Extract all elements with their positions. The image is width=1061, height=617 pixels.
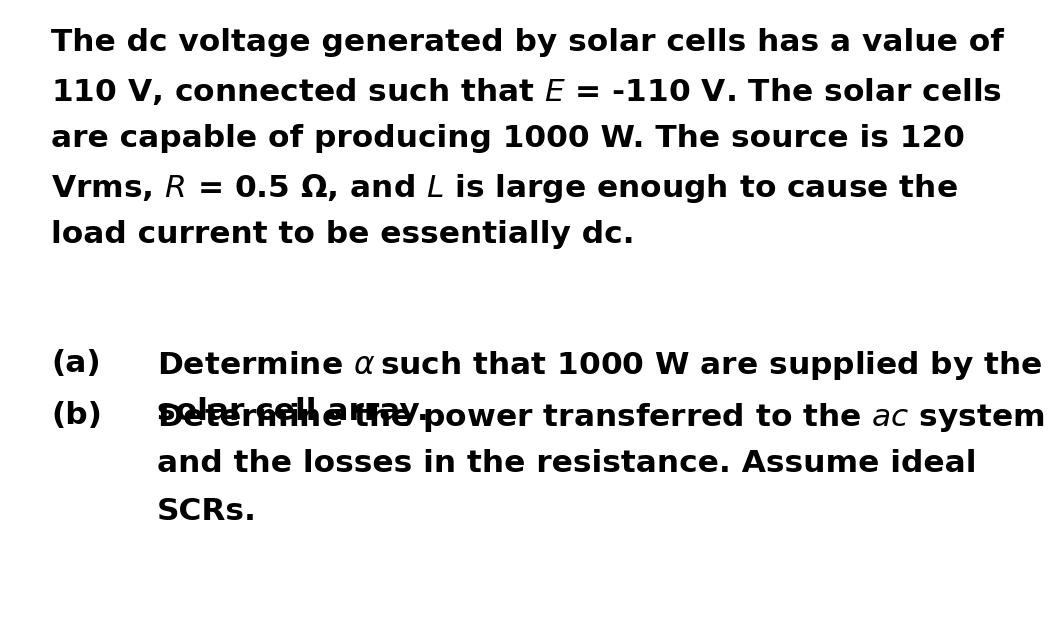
Text: SCRs.: SCRs.: [157, 497, 257, 526]
Text: solar cell array.: solar cell array.: [157, 397, 429, 426]
Text: (a): (a): [51, 349, 101, 378]
Text: (b): (b): [51, 400, 102, 429]
Text: are capable of producing 1000 W. The source is 120: are capable of producing 1000 W. The sou…: [51, 124, 964, 153]
Text: Determine the power transferred to the $ac$ system: Determine the power transferred to the $…: [157, 400, 1045, 434]
Text: Determine $\alpha$ such that 1000 W are supplied by the: Determine $\alpha$ such that 1000 W are …: [157, 349, 1043, 381]
Text: 110 V, connected such that $E$ = -110 V. The solar cells: 110 V, connected such that $E$ = -110 V.…: [51, 76, 1002, 107]
Text: Vrms, $R$ = 0.5 Ω, and $L$ is large enough to cause the: Vrms, $R$ = 0.5 Ω, and $L$ is large enou…: [51, 172, 958, 205]
Text: and the losses in the resistance. Assume ideal: and the losses in the resistance. Assume…: [157, 449, 976, 478]
Text: The dc voltage generated by solar cells has a value of: The dc voltage generated by solar cells …: [51, 28, 1004, 57]
Text: load current to be essentially dc.: load current to be essentially dc.: [51, 220, 634, 249]
